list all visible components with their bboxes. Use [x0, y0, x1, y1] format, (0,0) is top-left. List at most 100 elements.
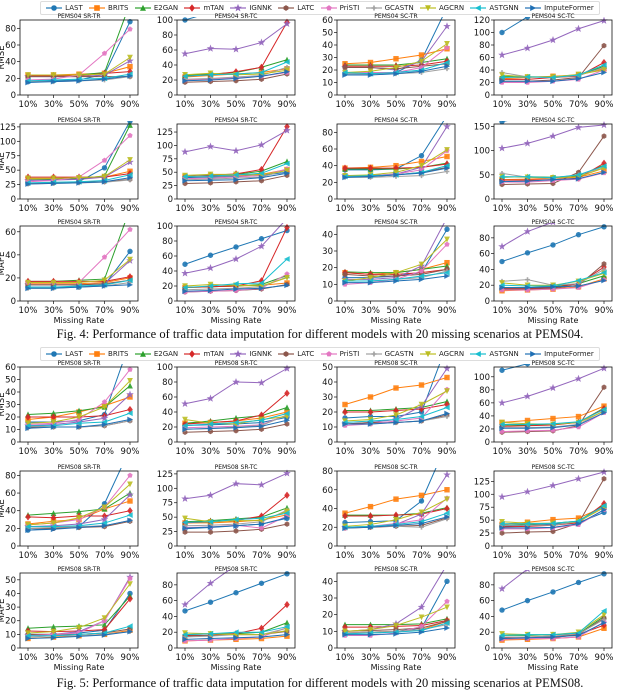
x-tick-label: 50% — [387, 447, 406, 457]
data-point-astgnn — [207, 518, 214, 525]
data-point-agcrn — [127, 481, 133, 488]
data-point-last — [499, 258, 505, 265]
series-line-e2gan — [27, 124, 131, 181]
data-point-e2gan — [127, 382, 133, 389]
y-tick-label: 75 — [5, 152, 16, 162]
data-point-agcrn — [393, 622, 399, 629]
data-point-imputeformer — [418, 276, 425, 283]
data-point-imputeformer — [50, 634, 57, 641]
x-axis-label: Missing Rate — [528, 663, 579, 672]
data-point-astgnn — [207, 71, 214, 78]
data-point-imputeformer — [550, 634, 557, 640]
subplot-title: PEMS08 SC-TR — [374, 566, 417, 573]
legend-swatch — [89, 351, 106, 357]
subplot-title: PEMS04 SR-TR — [57, 219, 100, 226]
y-tick-label: 75 — [162, 155, 173, 165]
x-tick-label: 10% — [493, 204, 512, 214]
series-group — [498, 468, 608, 536]
subplot-pems08-sr-tc-metric: PEMS08 SR-TC 0 20 40 60 80 100 10% 30% 50% 70% 90% — [157, 360, 297, 457]
data-point-last — [208, 10, 213, 15]
y-tick-label: 80 — [162, 31, 173, 41]
data-point-latc — [284, 521, 290, 527]
data-point-ignnk — [574, 123, 583, 131]
data-point-imputeformer — [524, 525, 531, 531]
x-tick-label: 90% — [595, 447, 614, 457]
legend-pems08: LAST BRITS E2GAN mTAN IGNNK LATC PriSTI GCASTN A… — [40, 347, 600, 361]
data-point-last — [524, 17, 531, 20]
legend-label: ImputeFormer — [544, 4, 594, 12]
legend-pems04: LAST BRITS E2GAN mTAN IGNNK LATC PriSTI GCASTN A… — [40, 1, 600, 15]
plot-frame — [336, 123, 456, 200]
subplot-pems08-sr-tc-metric: PEMS08 SR-TC 0 25 50 75 100 125 10% 30% 50% 70% 90% — [157, 464, 297, 561]
data-point-astgnn — [600, 163, 607, 169]
subplot-pems08-sc-tr-metric: PEMS08 SC-TR 0 20 40 60 80 10% 30% 50% 70% 90% — [322, 464, 456, 561]
series-group — [24, 17, 134, 86]
data-point-astgnn — [283, 256, 290, 262]
data-point-imputeformer — [524, 425, 531, 432]
y-tick-label: 40 — [5, 589, 16, 599]
x-tick-label: 30% — [201, 306, 220, 316]
series-group — [181, 469, 291, 535]
data-point-imputeformer — [233, 176, 240, 183]
data-point-imputeformer — [25, 527, 32, 534]
data-point-astgnn — [418, 273, 425, 279]
x-tick-label: 30% — [518, 306, 537, 316]
x-tick-label: 70% — [252, 551, 271, 561]
data-point-astgnn — [498, 421, 505, 428]
series-group — [498, 17, 608, 85]
x-tick-label: 10% — [336, 653, 355, 663]
y-tick-label: 10 — [5, 426, 16, 436]
data-point-agcrn — [418, 261, 425, 268]
y-axis-label: MAPE — [0, 599, 7, 623]
data-point-ignnk — [181, 147, 189, 156]
data-point-astgnn — [524, 173, 531, 180]
data-point-ignnk — [498, 242, 506, 250]
data-point-imputeformer — [284, 417, 291, 424]
data-point-brits — [444, 153, 450, 160]
data-point-agcrn — [418, 401, 425, 408]
data-point-imputeformer — [182, 525, 189, 532]
data-point-imputeformer — [207, 425, 214, 432]
figure-caption-pems08: Fig. 5: Performance of traffic data impu… — [56, 676, 584, 690]
data-point-latc — [182, 529, 188, 535]
plot-frame — [176, 123, 296, 200]
data-point-imputeformer — [499, 635, 506, 642]
data-point-astgnn — [126, 410, 133, 417]
data-point-last — [444, 226, 450, 233]
data-point-agcrn — [393, 517, 399, 523]
data-point-imputeformer — [182, 77, 189, 84]
data-point-astgnn — [575, 171, 582, 178]
x-tick-label: 50% — [544, 100, 563, 110]
y-tick-label: 80 — [479, 581, 490, 591]
data-point-latc — [342, 64, 348, 71]
data-point-pristi — [101, 157, 108, 163]
plot-frame — [19, 19, 139, 96]
x-tick-label: 70% — [569, 306, 588, 316]
y-tick-label: 0 — [485, 438, 490, 448]
data-point-imputeformer — [207, 177, 214, 184]
data-point-imputeformer — [499, 284, 506, 291]
y-tick-label: 40 — [162, 267, 173, 277]
legend-swatch — [278, 5, 295, 11]
x-tick-label: 10% — [493, 100, 512, 110]
data-point-astgnn — [600, 608, 607, 614]
data-point-ignnk — [232, 45, 240, 53]
data-point-ignnk — [600, 364, 608, 372]
x-tick-label: 50% — [544, 551, 563, 561]
x-tick-label: 70% — [252, 204, 271, 214]
x-tick-label: 90% — [278, 551, 297, 561]
x-tick-label: 10% — [176, 447, 195, 457]
x-tick-label: 70% — [412, 100, 431, 110]
y-tick-label: 20 — [162, 76, 173, 86]
plot-frame — [176, 19, 296, 96]
y-axis-label: MAE — [0, 152, 7, 171]
data-point-last — [524, 250, 531, 256]
x-tick-label: 10% — [336, 306, 355, 316]
data-point-latc — [342, 271, 348, 278]
data-point-astgnn — [258, 629, 265, 636]
data-point-agcrn — [50, 520, 57, 527]
x-tick-label: 90% — [595, 306, 614, 316]
data-point-agcrn — [418, 509, 425, 516]
data-point-last — [602, 342, 607, 347]
y-tick-label: 40 — [162, 408, 173, 418]
